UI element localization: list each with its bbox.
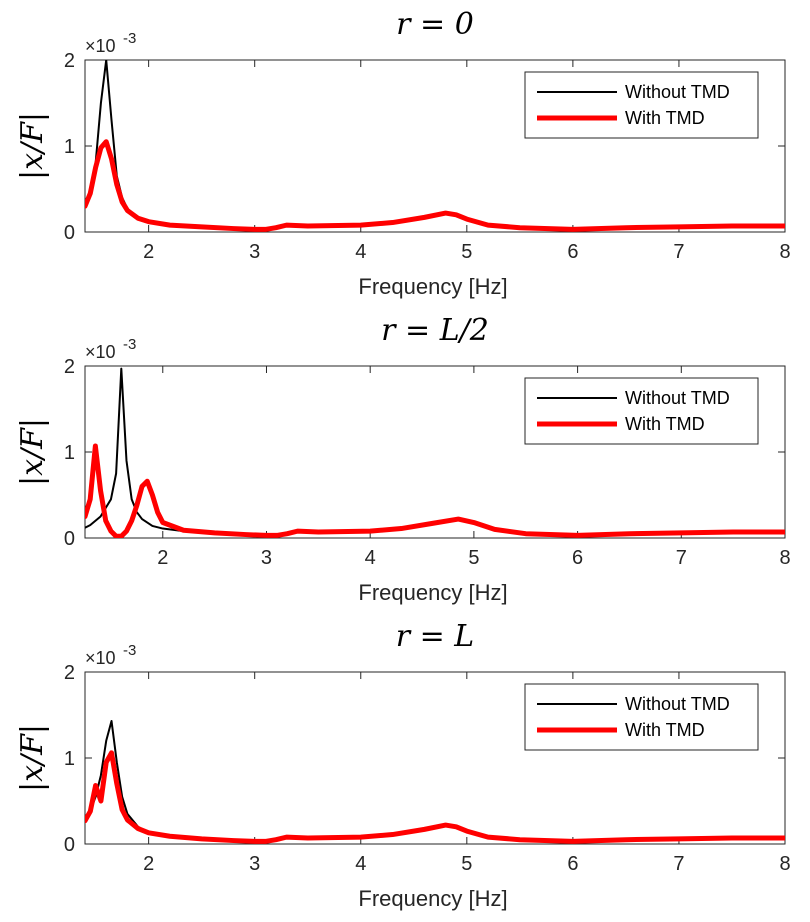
x-tick-label: 3: [249, 241, 260, 263]
x-tick-label: 7: [673, 241, 684, 263]
y-tick-label: 1: [64, 442, 75, 464]
legend-box: [524, 683, 759, 751]
series-group: [85, 367, 785, 538]
legend-label: Without TMD: [625, 82, 730, 102]
chart-title: r = 0: [396, 7, 474, 42]
legend-label: With TMD: [625, 414, 705, 434]
legend: Without TMD With TMD: [524, 377, 759, 445]
y-axis-label: |x/F|: [15, 112, 50, 180]
legend-label: With TMD: [625, 720, 705, 740]
y-tick-label: 1: [64, 748, 75, 770]
legend-box: [524, 377, 759, 445]
x-tick-label: 6: [572, 547, 583, 569]
y-tick-label: 0: [64, 222, 75, 244]
y-exponent-label: ×10: [85, 648, 116, 668]
y-exponent-power: -3: [123, 642, 136, 659]
legend-label: With TMD: [625, 108, 705, 128]
chart-panel-3: r = L 2 3 4 5 6 7 8 0 1 2 ×10 -3 Frequency [Hz] |x/F| W…: [15, 619, 791, 911]
x-tick-label: 5: [461, 853, 472, 875]
y-exponent-label: ×10: [85, 342, 116, 362]
x-axis-label: Frequency [Hz]: [358, 274, 507, 299]
x-axis-label: Frequency [Hz]: [358, 580, 507, 605]
chart-title: r = L: [396, 619, 474, 654]
series-line-with-tmd: [85, 139, 785, 232]
x-tick-label: 4: [365, 547, 376, 569]
legend-label: Without TMD: [625, 694, 730, 714]
x-tick-label: 8: [779, 547, 790, 569]
y-axis-label: |x/F|: [15, 724, 50, 792]
x-tick-label: 2: [157, 547, 168, 569]
series-line-with-tmd: [85, 443, 785, 538]
x-tick-label: 2: [143, 853, 154, 875]
y-tick-label: 0: [64, 834, 75, 856]
y-axis-label: |x/F|: [15, 418, 50, 486]
x-tick-label: 6: [567, 853, 578, 875]
y-exponent-power: -3: [123, 30, 136, 47]
x-tick-label: 5: [468, 547, 479, 569]
x-tick-label: 7: [673, 853, 684, 875]
legend: Without TMD With TMD: [524, 71, 759, 139]
chart-panel-2: r = L/2 2 3 4 5 6 7 8 0 1 2 ×10 -3 Frequency [Hz] |x/F…: [15, 313, 791, 605]
y-tick-label: 1: [64, 136, 75, 158]
legend: Without TMD With TMD: [524, 683, 759, 751]
y-tick-label: 2: [64, 50, 75, 72]
legend-box: [524, 71, 759, 139]
y-tick-label: 2: [64, 662, 75, 684]
x-tick-label: 6: [567, 241, 578, 263]
chart-panel-1: r = 0 2 3 4 5 6 7 8 0 1 2 ×10 -3 Frequency [Hz] |x/F| W…: [15, 7, 791, 299]
x-tick-label: 2: [143, 241, 154, 263]
y-tick-label: 0: [64, 528, 75, 550]
y-exponent-label: ×10: [85, 36, 116, 56]
x-tick-label: 4: [355, 241, 366, 263]
y-exponent-power: -3: [123, 336, 136, 353]
legend-label: Without TMD: [625, 388, 730, 408]
series-group: [85, 60, 785, 232]
y-tick-label: 2: [64, 356, 75, 378]
x-tick-label: 4: [355, 853, 366, 875]
x-axis-label: Frequency [Hz]: [358, 886, 507, 911]
x-tick-label: 8: [779, 853, 790, 875]
series-group: [85, 720, 785, 844]
x-tick-label: 8: [779, 241, 790, 263]
series-line-with-tmd: [85, 750, 785, 844]
chart-title: r = L/2: [381, 313, 489, 348]
x-tick-label: 3: [249, 853, 260, 875]
x-tick-label: 7: [676, 547, 687, 569]
x-tick-label: 5: [461, 241, 472, 263]
x-tick-label: 3: [261, 547, 272, 569]
